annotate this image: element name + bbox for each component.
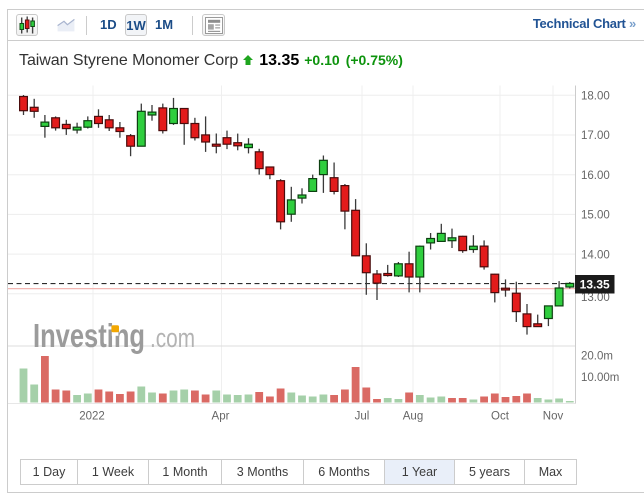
svg-text:20.0m: 20.0m [581,351,613,363]
svg-text:Apr: Apr [212,411,230,423]
svg-text:Oct: Oct [491,411,510,423]
svg-text:13.35: 13.35 [580,278,610,292]
svg-text:Aug: Aug [403,411,423,423]
svg-text:Jul: Jul [355,411,370,423]
svg-text:16.00: 16.00 [581,170,610,182]
svg-text:15.00: 15.00 [581,210,610,222]
svg-text:14.00: 14.00 [581,249,610,261]
svg-text:10.00m: 10.00m [581,372,619,384]
svg-text:13.00: 13.00 [581,292,610,304]
svg-text:Investing: Investing [33,317,145,354]
svg-text:.com: .com [150,323,195,353]
svg-text:17.00: 17.00 [581,130,610,142]
svg-text:2022: 2022 [79,411,105,423]
svg-text:Nov: Nov [543,411,564,423]
svg-text:18.00: 18.00 [581,91,610,103]
